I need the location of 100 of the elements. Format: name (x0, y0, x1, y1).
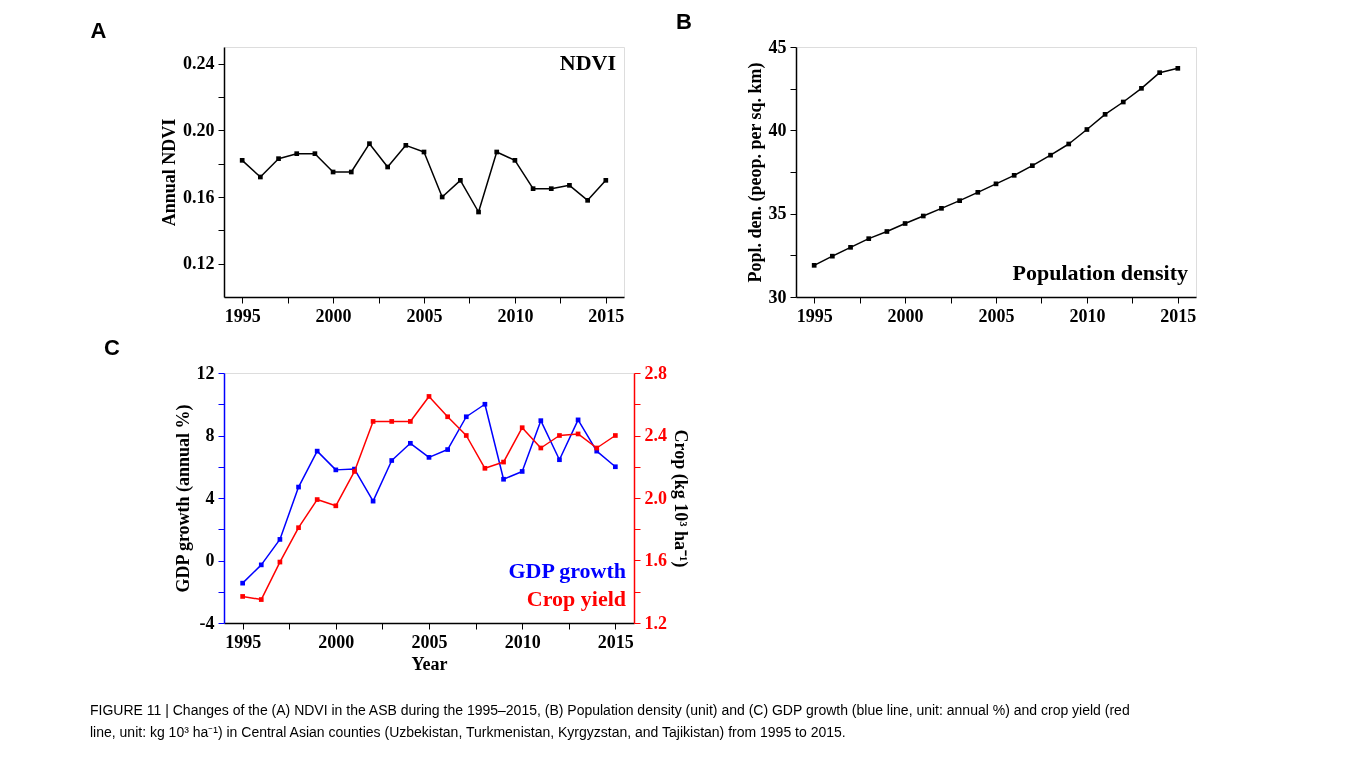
y2-axis-title: Crop (kg 10³ ha⁻¹) (670, 429, 691, 568)
point (1011, 172, 1017, 178)
x-tick-label: 1995 (225, 631, 262, 652)
point (277, 537, 283, 542)
point (333, 503, 339, 509)
point (1084, 127, 1090, 132)
point (902, 221, 908, 226)
point (426, 455, 432, 460)
point (408, 440, 413, 446)
point (476, 209, 481, 215)
point (538, 445, 544, 451)
x-tick-label: 2010 (497, 305, 534, 326)
x-tick-label: 1995 (796, 305, 833, 326)
text: GDP growth (508, 558, 626, 583)
point (276, 156, 281, 162)
y2-tick-label: 2.0 (644, 487, 667, 508)
point (296, 525, 301, 531)
text: Population density (1012, 260, 1188, 285)
text: Crop yield (526, 586, 626, 611)
point (314, 497, 320, 502)
chart-title: C (104, 335, 120, 360)
x-tick-label: 2015 (1160, 305, 1197, 326)
y-tick-label: 0.20 (183, 119, 215, 140)
y-tick-label: 0.24 (183, 53, 215, 74)
point (557, 457, 562, 463)
point (239, 157, 245, 163)
point (463, 414, 469, 420)
point (240, 580, 245, 586)
x-tick-label: 2000 (887, 305, 924, 326)
caption: FIGURE 11 | Changes of the (A) NDVI in the ASB during the 1995–2015, (B) Population density (unit) and (C) GDP growth (blue line, unit: annual %) and crop yield (red line, unit: kg 10³ ha⁻¹) in Central Asian counties (Uzbekistan, Turkmenistan, Kyrgyzstan, and Tajikistan) from 1995 to 2015. (90, 701, 1130, 740)
point (603, 177, 609, 183)
y2-tick-label: 2.8 (644, 362, 667, 383)
x-axis-title: Year (411, 653, 448, 674)
point (1120, 99, 1126, 105)
point (389, 458, 395, 463)
point (866, 236, 872, 242)
y-tick-label: 12 (196, 362, 215, 383)
y-tick-label: 4 (205, 487, 215, 508)
y-tick-label: 0.12 (183, 253, 215, 274)
x-tick-label: 1995 (224, 305, 261, 326)
point (567, 182, 572, 188)
point (367, 141, 372, 147)
y-tick-label: 8 (205, 425, 215, 445)
point (408, 419, 413, 424)
point (1048, 152, 1053, 158)
point (548, 186, 554, 192)
point (312, 151, 318, 157)
point (439, 194, 445, 200)
point (538, 418, 544, 423)
y-tick-label: 0.16 (183, 186, 215, 207)
point (530, 186, 536, 192)
point (1066, 141, 1072, 147)
point (557, 433, 562, 438)
x-tick-label: 2005 (411, 631, 448, 652)
point (370, 419, 376, 424)
y-axis-title: GDP growth (annual %) (172, 404, 194, 593)
point (519, 469, 525, 474)
x-tick-label: 2015 (588, 305, 625, 326)
point (993, 181, 999, 187)
point (811, 262, 817, 268)
point (482, 401, 488, 407)
point (512, 157, 518, 163)
point (445, 447, 450, 452)
point (519, 425, 525, 431)
point (385, 164, 390, 170)
point (848, 244, 853, 250)
point (403, 142, 409, 148)
y-axis-title: Popl. den. (peop. per sq. km) (744, 62, 766, 283)
y-tick-label: 40 (768, 119, 787, 140)
point (258, 174, 263, 180)
x-tick-label: 2000 (318, 631, 355, 652)
point (348, 169, 354, 175)
point (939, 205, 944, 211)
point (830, 253, 835, 259)
point (501, 476, 506, 482)
point (585, 197, 590, 203)
point (884, 229, 890, 234)
y2-tick-label: 2.4 (644, 425, 667, 445)
point (1030, 163, 1035, 169)
point (613, 433, 618, 438)
y2-tick-label: 1.6 (644, 550, 667, 570)
point (975, 189, 981, 195)
x-tick-label: 2015 (597, 631, 634, 652)
y-tick-label: 45 (768, 36, 787, 57)
point (1175, 65, 1181, 71)
point (333, 467, 339, 473)
point (1139, 85, 1144, 91)
point (1102, 111, 1108, 117)
point (957, 198, 962, 204)
y-tick-label: -4 (199, 612, 215, 633)
point (501, 459, 506, 465)
x-tick-label: 2010 (504, 631, 541, 652)
point (426, 394, 432, 399)
y-axis-title: Annual NDVI (159, 118, 179, 227)
point (294, 151, 300, 157)
y-tick-label: 0 (205, 550, 215, 570)
point (1157, 70, 1162, 76)
point (482, 465, 488, 471)
point (258, 562, 264, 568)
y2-tick-label: 1.2 (644, 612, 667, 633)
